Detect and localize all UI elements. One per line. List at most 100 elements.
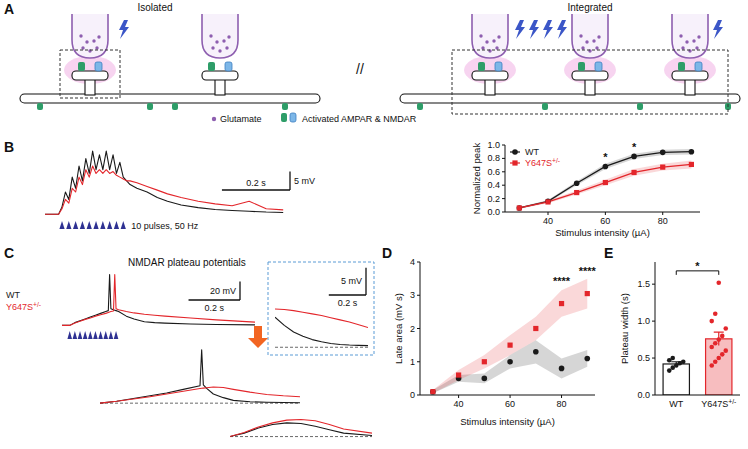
title: NMDAR plateau potentials — [128, 257, 246, 268]
tick-label: 3 — [410, 290, 415, 300]
x-tick — [548, 212, 549, 215]
tick-label: 0.5 — [637, 353, 650, 363]
y-tick — [502, 185, 505, 186]
marker — [689, 149, 695, 155]
glutamate — [92, 39, 95, 42]
glutamate — [79, 34, 82, 37]
glutamate — [497, 35, 500, 38]
tick-label: 80 — [557, 399, 567, 409]
tick-label: 4 — [410, 257, 415, 267]
glutamate — [222, 39, 225, 42]
glutamate — [85, 40, 88, 43]
spine-head — [472, 71, 508, 80]
glutamate — [695, 46, 698, 49]
data-point — [716, 280, 721, 285]
tick-label: 1.0 — [637, 316, 650, 326]
data-point — [723, 326, 728, 331]
scale-bar-label: 5 mV — [294, 176, 315, 186]
legend-glutamate — [212, 117, 216, 121]
data-point — [713, 359, 718, 364]
marker — [507, 359, 513, 365]
receptor — [678, 62, 685, 71]
callout-arrow — [248, 326, 268, 348]
separator: // — [356, 61, 364, 77]
tick-label: 0.4 — [487, 180, 500, 190]
tick-label: 40 — [454, 399, 464, 409]
tick-label: 0.0 — [487, 207, 500, 217]
legend-label: WT — [6, 290, 20, 300]
trace-area — [100, 350, 300, 403]
superscript: +/- — [728, 398, 736, 405]
category-label: Y647S+/- — [701, 398, 736, 410]
series-line — [519, 152, 691, 208]
glutamate — [481, 46, 484, 49]
inset-box — [268, 262, 374, 355]
receptor — [542, 103, 548, 110]
glutamate — [581, 46, 584, 49]
bar — [706, 339, 732, 395]
marker — [559, 366, 565, 372]
stimulus-pulse — [98, 331, 103, 339]
trace — [275, 309, 368, 328]
y-tick — [652, 321, 655, 322]
axis-title: Stimulus intensity (µA) — [555, 227, 650, 238]
trace — [230, 419, 372, 436]
stimulus-pulse — [114, 221, 119, 229]
panel-letter: B — [4, 139, 14, 155]
bar — [663, 364, 689, 395]
trace — [275, 317, 368, 345]
glutamate — [225, 46, 228, 49]
stimulus-pulse — [87, 221, 92, 229]
tick-label: 1.5 — [637, 279, 650, 289]
activation-glow — [664, 56, 716, 84]
presynaptic-terminal — [672, 14, 708, 58]
spine-neck — [215, 78, 225, 95]
glutamate — [495, 46, 498, 49]
glutamate — [227, 35, 230, 38]
tick-label: 0.8 — [487, 153, 500, 163]
receptor — [637, 103, 643, 110]
significance: **** — [553, 275, 571, 287]
receptor — [37, 103, 43, 110]
data-point — [709, 363, 714, 368]
stimulus-pulse — [66, 221, 71, 229]
baseline — [230, 436, 372, 437]
glutamate — [681, 46, 684, 49]
marker — [631, 170, 636, 175]
tick-label: 80 — [658, 216, 668, 226]
receptor — [578, 62, 585, 71]
significance: * — [603, 151, 608, 163]
marker — [517, 205, 523, 211]
marker — [660, 165, 665, 170]
x-axis — [505, 212, 700, 213]
diagram-title: Integrated — [567, 2, 612, 13]
series-line — [519, 164, 691, 208]
marker — [603, 180, 608, 185]
x-axis — [420, 395, 595, 396]
glutamate — [597, 35, 600, 38]
marker — [545, 199, 550, 204]
activation-glow — [564, 56, 616, 84]
receptor — [495, 62, 502, 71]
marker — [631, 154, 637, 160]
stimulus-pulse — [59, 221, 64, 229]
stimulus-bolt — [515, 20, 525, 39]
tick-label: 1.0 — [487, 140, 500, 150]
presynaptic-terminal — [472, 14, 508, 58]
receptor — [147, 103, 153, 110]
trace-area — [62, 275, 255, 326]
stimulus-pulse — [78, 331, 83, 339]
plot-area — [663, 280, 732, 395]
y-tick — [417, 361, 420, 362]
receptor — [172, 103, 178, 110]
stimulus-pulse — [93, 331, 98, 339]
glutamate — [697, 35, 700, 38]
x-tick — [605, 212, 606, 215]
stimulus-label: 10 pulses, 50 Hz — [131, 221, 199, 231]
x-tick — [561, 395, 562, 398]
glutamate — [679, 34, 682, 37]
glutamate — [585, 40, 588, 43]
plot-area — [517, 149, 695, 211]
marker — [430, 389, 435, 394]
y-tick — [417, 395, 420, 396]
